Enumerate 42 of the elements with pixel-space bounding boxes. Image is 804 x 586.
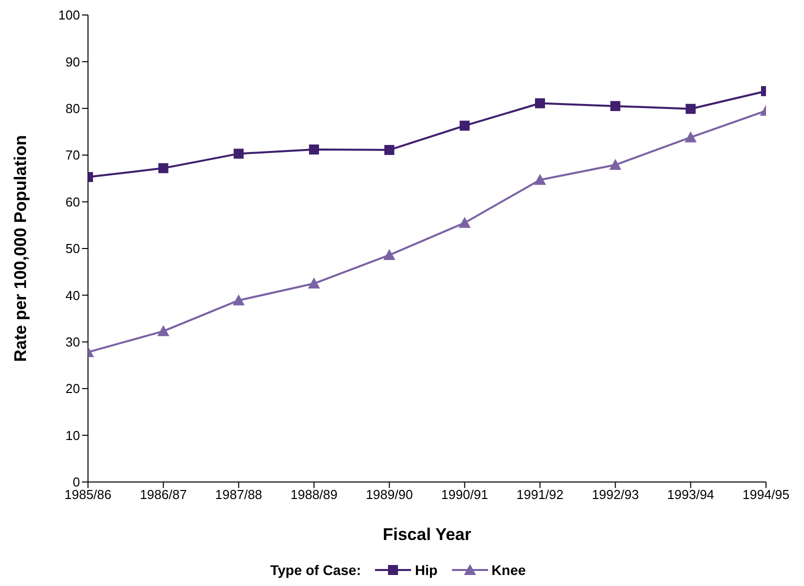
x-tick-label: 1994/95 (742, 487, 790, 502)
x-tick-label: 1993/94 (667, 487, 714, 502)
point (309, 144, 319, 154)
x-tick-label: 1985/86 (64, 487, 112, 502)
y-tick-label: 60 (66, 194, 80, 210)
y-tick-label: 20 (66, 381, 80, 396)
x-tick-label: 1987/88 (215, 487, 262, 502)
y-tick-label: 10 (66, 428, 80, 443)
y-tick-label: 90 (66, 54, 80, 70)
point (684, 131, 697, 142)
point (460, 120, 470, 131)
legend-label: Knee (492, 562, 526, 578)
y-tick-label: 80 (66, 101, 80, 116)
x-tick-label: 1992/93 (592, 487, 639, 502)
point (308, 278, 320, 289)
point (458, 216, 471, 228)
point (383, 249, 396, 260)
point (157, 325, 170, 336)
x-tick-label: 1990/91 (441, 487, 488, 502)
y-tick-label: 100 (58, 8, 80, 23)
point (232, 294, 245, 306)
point (609, 158, 622, 170)
point (534, 174, 546, 185)
y-axis-title: Rate per 100,000 Population (11, 135, 30, 362)
y-tick-label: 50 (66, 241, 80, 256)
point (610, 101, 620, 112)
x-tick-label: 1991/92 (516, 487, 564, 502)
legend-label: Hip (414, 562, 438, 578)
point (234, 148, 244, 159)
y-tick-label: 0 (72, 474, 80, 490)
y-tick-label: 70 (66, 148, 80, 163)
x-tick-label: 1989/90 (366, 487, 413, 502)
y-tick-label: 40 (66, 288, 80, 303)
x-tick-label: 1986/87 (140, 487, 187, 502)
point (158, 163, 168, 174)
legend-title: Type of Case: (270, 562, 361, 578)
x-axis-title: Fiscal Year (382, 525, 472, 544)
y-tick-label: 30 (66, 334, 80, 350)
point (535, 98, 545, 108)
point (686, 104, 696, 114)
point (384, 144, 394, 155)
x-tick-label: 1988/89 (290, 487, 338, 502)
